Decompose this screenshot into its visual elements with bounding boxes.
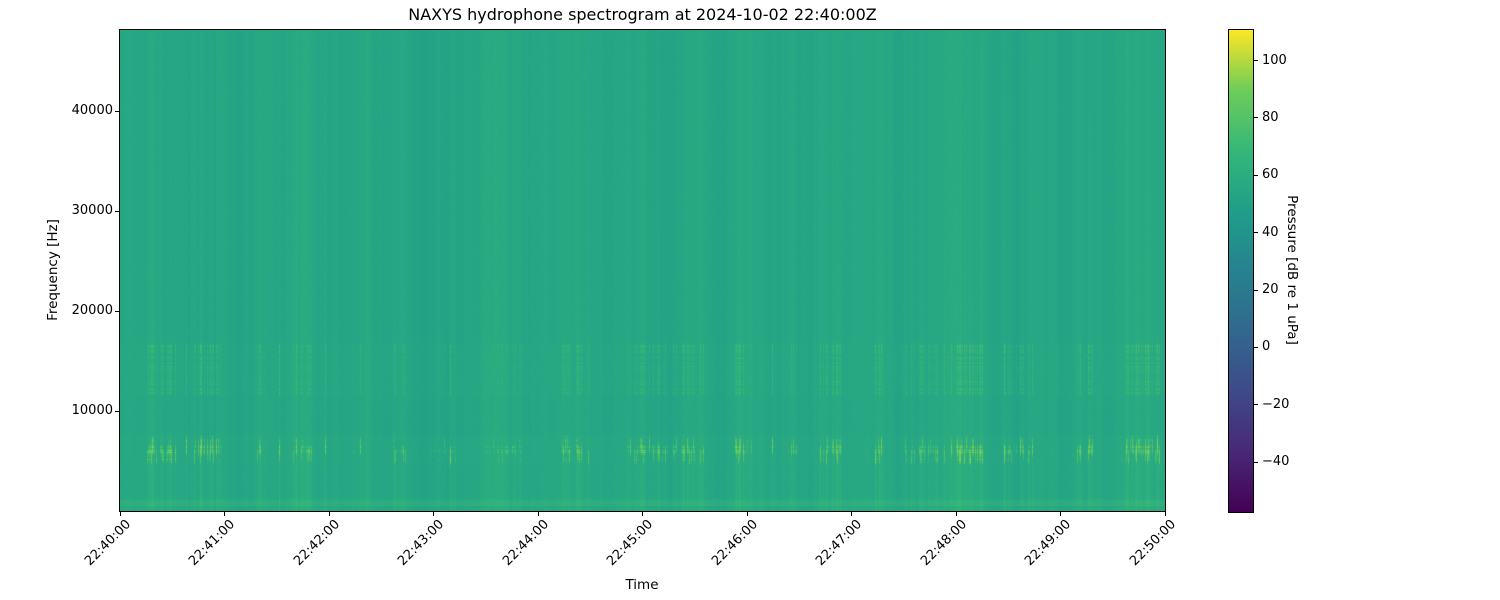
x-tick-mark <box>1164 512 1166 516</box>
y-tick-mark <box>115 410 119 412</box>
y-tick-label: 30000 <box>71 203 113 218</box>
colorbar-tick-mark <box>1254 60 1258 62</box>
colorbar-tick-mark <box>1254 461 1258 463</box>
colorbar-tick-label: 0 <box>1262 339 1271 355</box>
chart-title: NAXYS hydrophone spectrogram at 2024-10-… <box>408 5 877 24</box>
plot-area <box>119 29 1166 512</box>
colorbar-tick-label: −20 <box>1262 396 1290 412</box>
x-axis-label: Time <box>625 577 659 593</box>
x-tick-mark <box>746 512 748 516</box>
x-tick-label: 22:48:00 <box>917 517 970 569</box>
x-tick-label: 22:49:00 <box>1022 517 1075 569</box>
y-tick-mark <box>115 110 119 112</box>
y-tick-mark <box>115 310 119 312</box>
x-tick-mark <box>955 512 957 516</box>
colorbar-tick-label: 80 <box>1262 109 1279 125</box>
x-tick-label: 22:44:00 <box>499 517 552 569</box>
colorbar-tick-mark <box>1254 174 1258 176</box>
colorbar-tick-label: −40 <box>1262 454 1290 470</box>
x-tick-label: 22:41:00 <box>186 517 239 569</box>
x-tick-label: 22:46:00 <box>708 517 761 569</box>
y-tick-mark <box>115 210 119 212</box>
x-tick-label: 22:47:00 <box>813 517 866 569</box>
x-tick-label: 22:40:00 <box>81 517 134 569</box>
x-tick-mark <box>328 512 330 516</box>
colorbar-tick-mark <box>1254 232 1258 234</box>
colorbar-label: Pressure [dB re 1 uPa] <box>1284 195 1300 345</box>
y-tick-label: 40000 <box>71 103 113 118</box>
x-tick-mark <box>119 512 121 516</box>
colorbar <box>1228 29 1254 513</box>
x-tick-label: 22:42:00 <box>290 517 343 569</box>
x-tick-mark <box>851 512 852 516</box>
x-tick-mark <box>224 512 225 516</box>
y-tick-label: 10000 <box>71 403 113 418</box>
colorbar-tick-mark <box>1254 289 1258 291</box>
colorbar-tick-label: 40 <box>1262 224 1279 240</box>
colorbar-tick-label: 100 <box>1262 52 1287 68</box>
colorbar-tick-mark <box>1254 117 1258 119</box>
x-tick-mark <box>537 512 539 516</box>
colorbar-tick-label: 60 <box>1262 167 1279 183</box>
colorbar-tick-mark <box>1254 404 1258 406</box>
x-tick-mark <box>642 512 643 516</box>
colorbar-tick-mark <box>1254 346 1258 348</box>
x-tick-mark <box>433 512 434 516</box>
colorbar-tick-label: 20 <box>1262 282 1279 298</box>
spectrogram-image <box>120 30 1165 511</box>
y-tick-label: 20000 <box>71 303 113 318</box>
x-tick-label: 22:43:00 <box>395 517 448 569</box>
x-tick-label: 22:50:00 <box>1126 517 1179 569</box>
x-tick-label: 22:45:00 <box>604 517 657 569</box>
y-axis-label: Frequency [Hz] <box>45 219 61 321</box>
x-tick-mark <box>1060 512 1061 516</box>
colorbar-gradient <box>1229 30 1253 512</box>
